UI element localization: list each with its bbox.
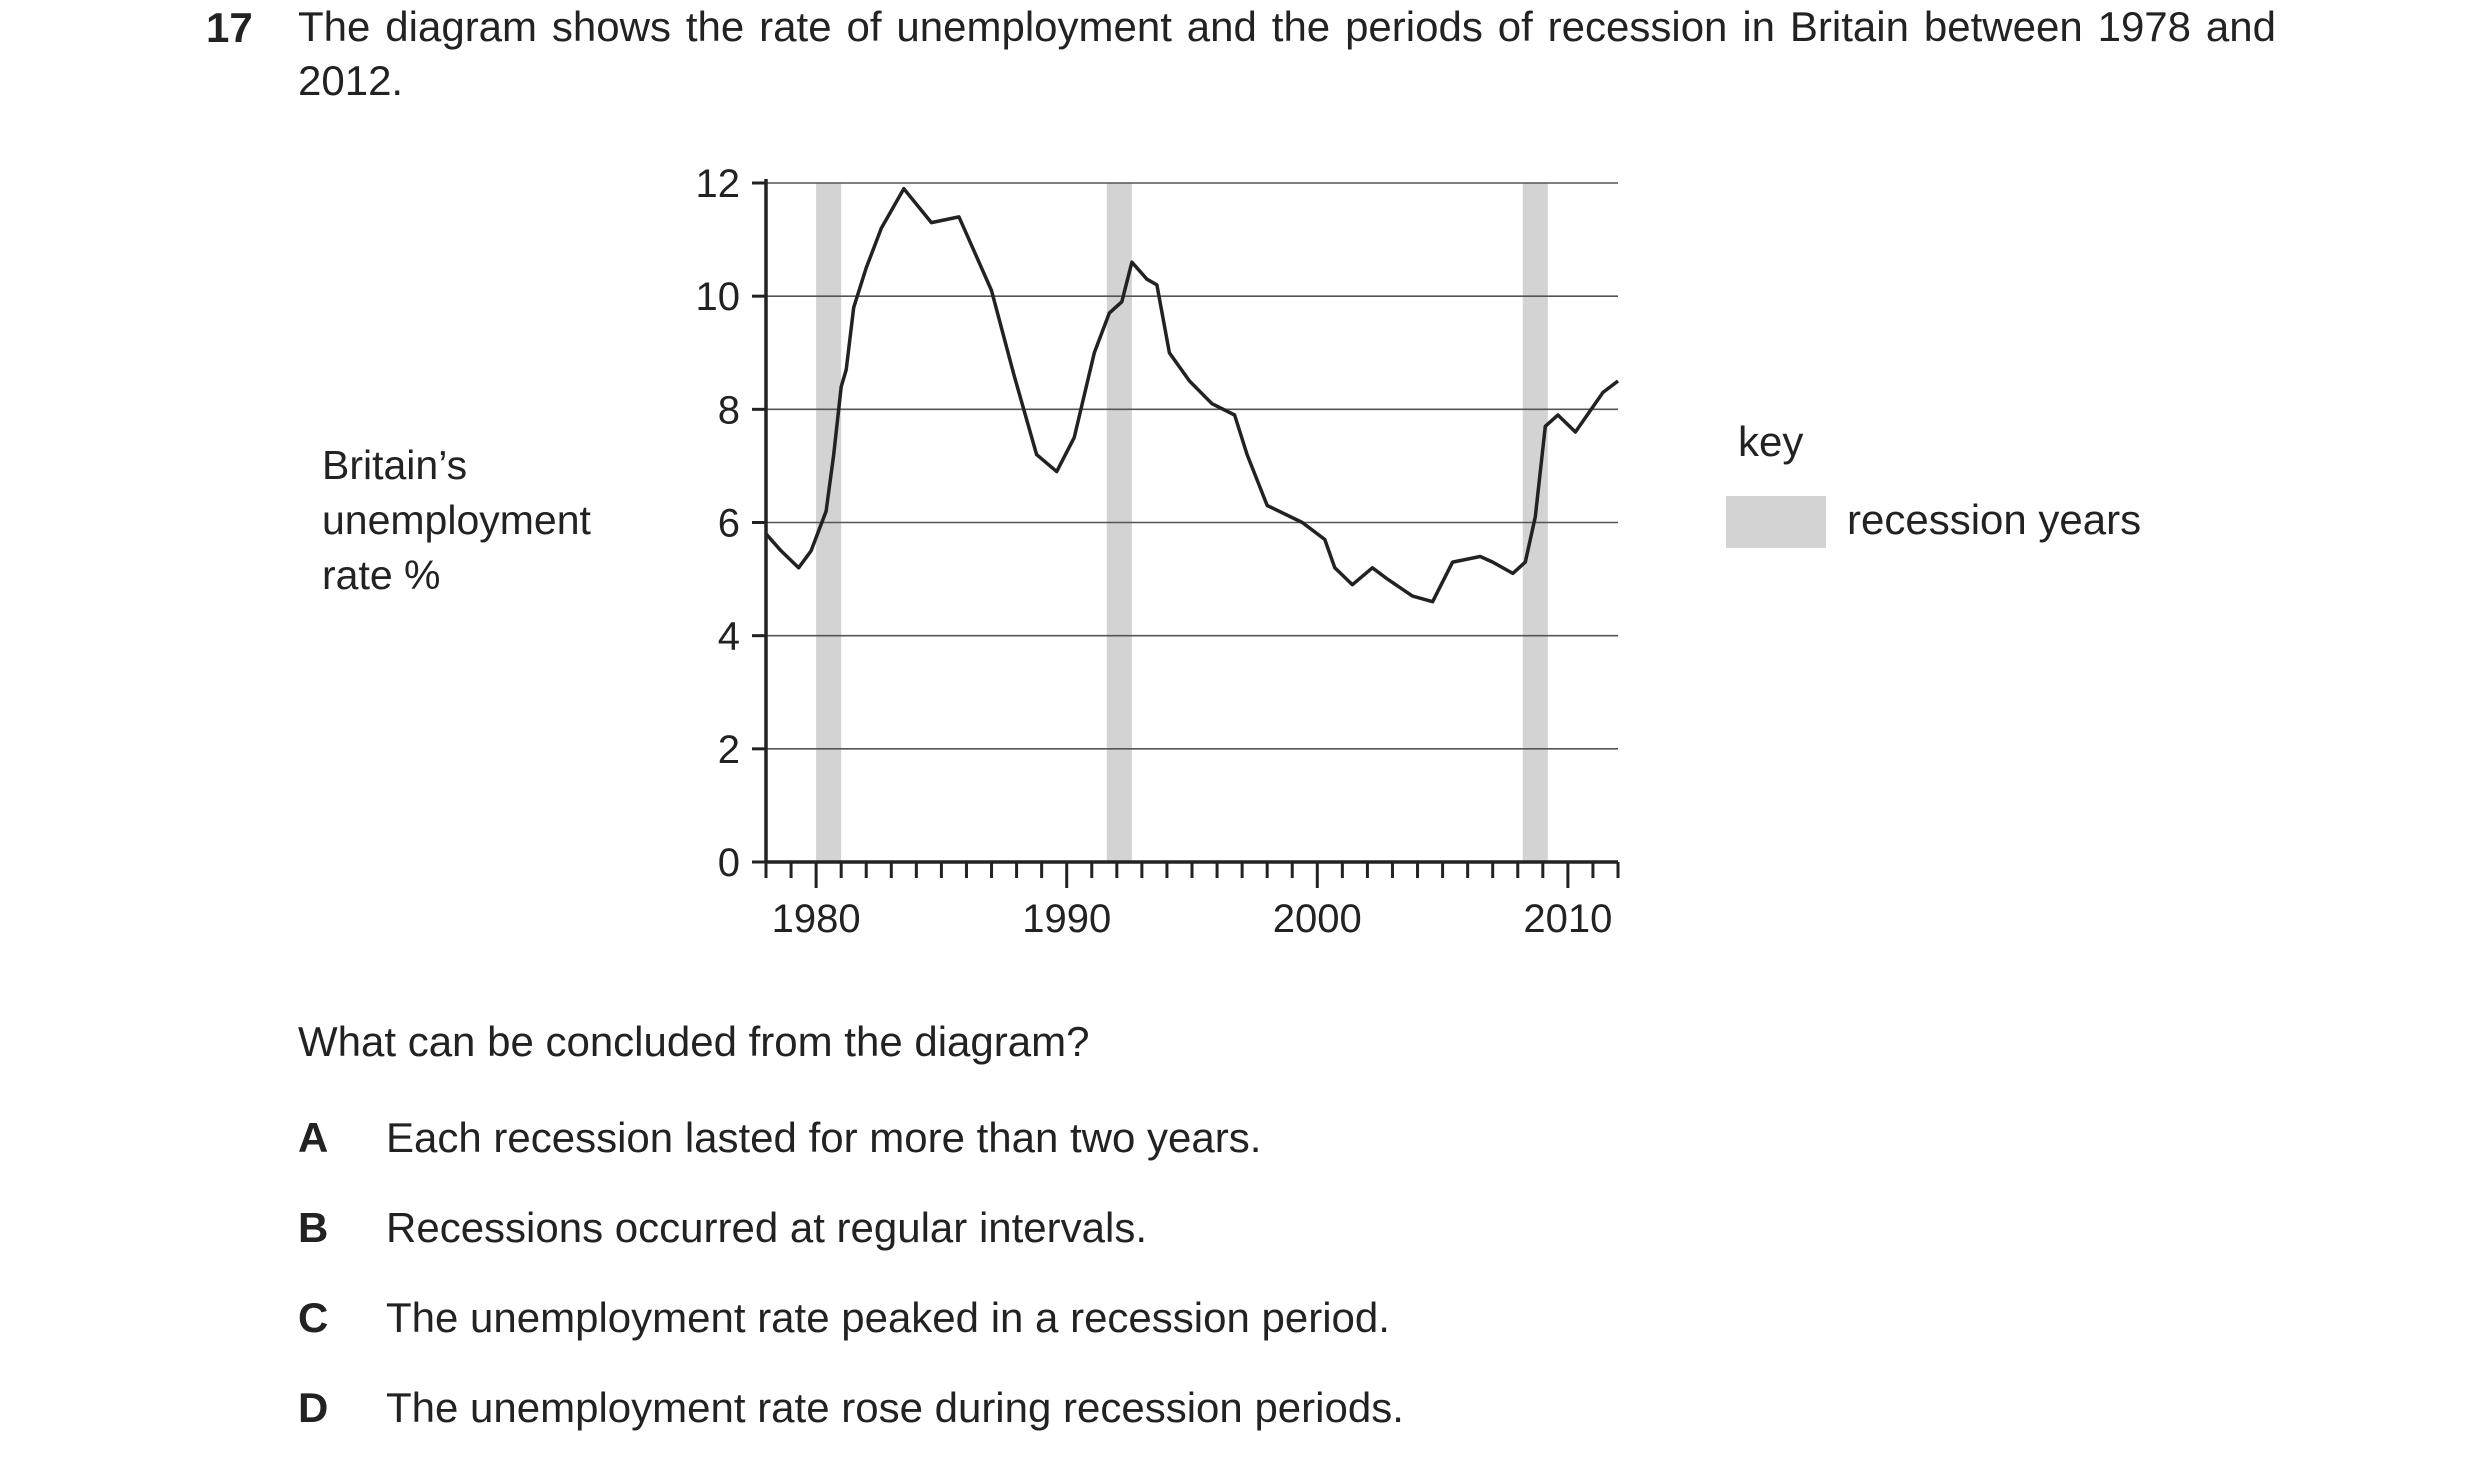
option-text: Each recession lasted for more than two … xyxy=(386,1114,1262,1161)
y-axis-label-line: rate % xyxy=(322,552,441,598)
y-tick-label: 12 xyxy=(696,162,741,206)
y-axis-label-line: Britain’s xyxy=(322,442,468,488)
option-letter: C xyxy=(298,1294,329,1341)
unemployment-chart: 0 2 4 6 8 10 12 1980 1990 2000 2010 xyxy=(696,162,1620,941)
legend-title: key xyxy=(1738,418,1804,465)
y-tick-label: 2 xyxy=(718,728,740,772)
option-letter: B xyxy=(298,1204,329,1251)
y-axis-label: Britain’s unemployment rate % xyxy=(322,438,591,603)
x-tick-label: 2010 xyxy=(1523,897,1612,941)
option-letter: A xyxy=(298,1114,329,1161)
x-tick-label: 1990 xyxy=(1022,897,1111,941)
option-text: The unemployment rate peaked in a recess… xyxy=(386,1294,1390,1341)
question-number: 17 xyxy=(206,4,253,51)
x-tick-label: 1980 xyxy=(772,897,861,941)
y-tick-label: 10 xyxy=(696,275,741,319)
option-text: Recessions occurred at regular intervals… xyxy=(386,1204,1148,1251)
y-tick-label: 0 xyxy=(718,841,740,885)
legend-swatch-recession xyxy=(1726,496,1826,548)
y-tick-label: 8 xyxy=(718,388,740,432)
option-letter: D xyxy=(298,1384,329,1431)
unemployment-line xyxy=(764,186,1620,604)
x-tick-label: 2000 xyxy=(1273,897,1362,941)
question-prompt: What can be concluded from the diagram? xyxy=(298,1018,1090,1065)
y-tick-label: 6 xyxy=(718,502,740,546)
legend-label-recession: recession years xyxy=(1847,496,2142,543)
option-text: The unemployment rate rose during recess… xyxy=(386,1384,1404,1431)
y-tick-label: 4 xyxy=(718,615,740,659)
question-stem: The diagram shows the rate of unemployme… xyxy=(298,3,2276,104)
y-axis-label-line: unemployment xyxy=(322,497,591,543)
